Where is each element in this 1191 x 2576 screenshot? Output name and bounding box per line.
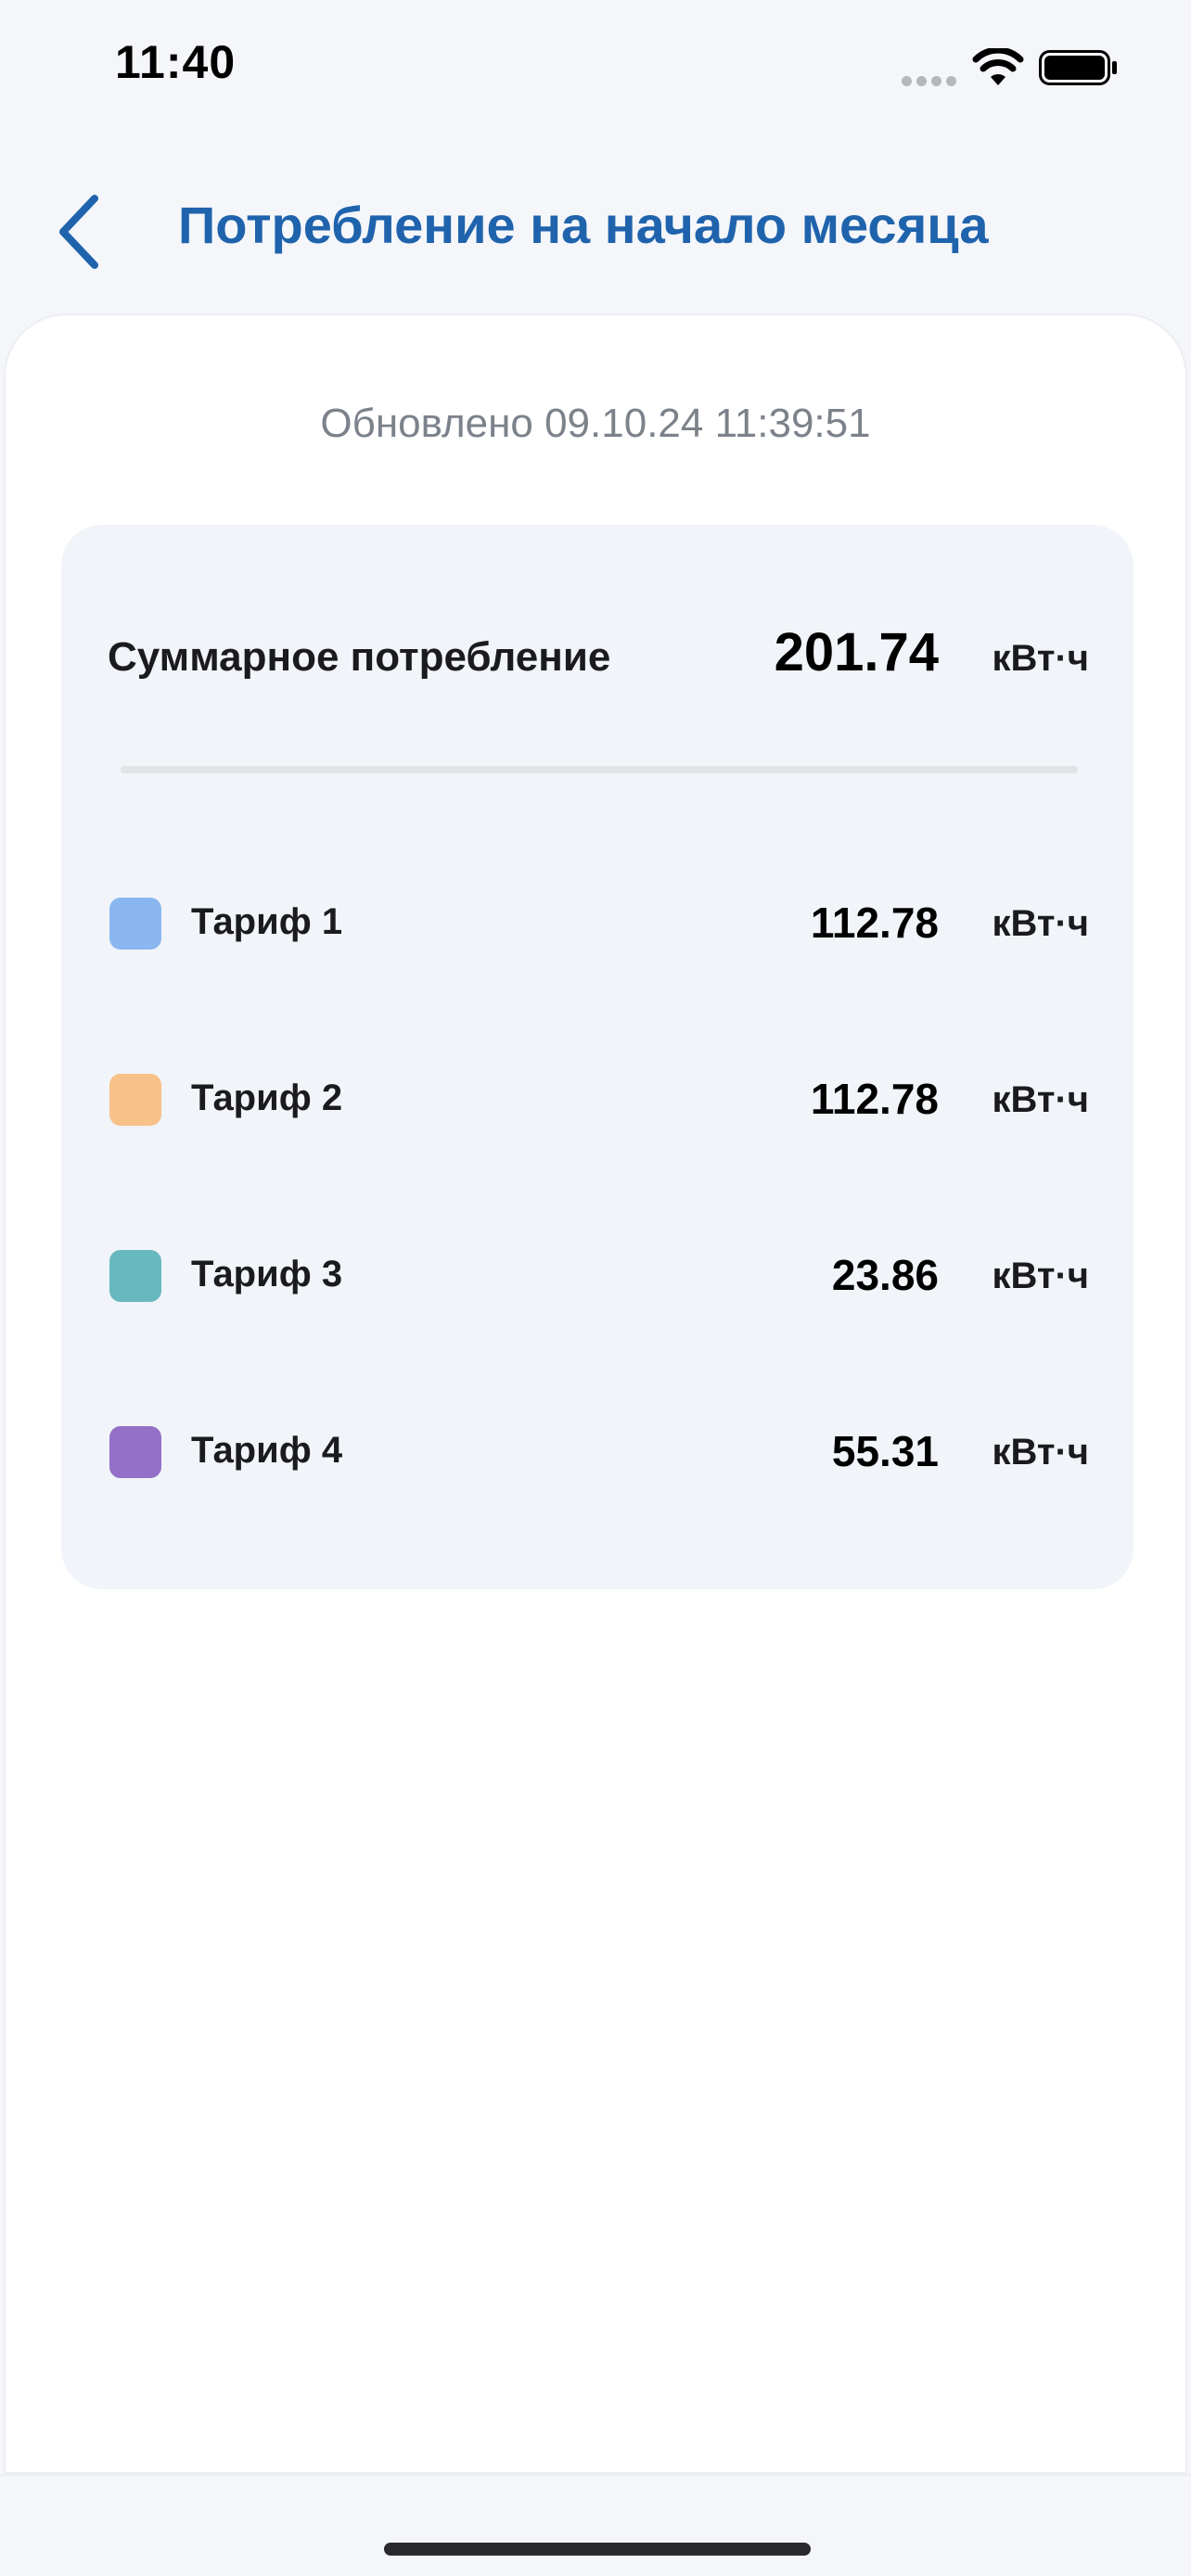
total-value: 201.74 bbox=[774, 622, 939, 682]
battery-icon bbox=[1039, 50, 1117, 85]
tariff-unit: кВт·ч bbox=[992, 1432, 1089, 1473]
tariff-color-swatch bbox=[109, 898, 161, 950]
bottom-bar bbox=[0, 2474, 1191, 2576]
tariff-value: 112.78 bbox=[810, 899, 939, 947]
tariff-color-swatch bbox=[109, 1074, 161, 1126]
updated-timestamp: Обновлено 09.10.24 11:39:51 bbox=[320, 401, 871, 446]
tariff-name: Тариф 2 bbox=[191, 1078, 343, 1118]
back-button[interactable] bbox=[41, 185, 115, 278]
status-bar: 11:40 bbox=[0, 0, 1191, 130]
signal-dots-icon bbox=[902, 76, 957, 87]
divider bbox=[121, 766, 1078, 773]
consumption-card: Суммарное потребление 201.74 кВт·ч Тариф… bbox=[61, 525, 1133, 1589]
tariff-value: 55.31 bbox=[831, 1427, 939, 1475]
status-time: 11:40 bbox=[115, 36, 237, 88]
tariff-value: 112.78 bbox=[810, 1075, 939, 1123]
tariff-color-swatch bbox=[109, 1426, 161, 1478]
total-unit: кВт·ч bbox=[992, 638, 1089, 679]
content-sheet: Обновлено 09.10.24 11:39:51 Суммарное по… bbox=[4, 313, 1187, 2474]
tariff-row-2: Тариф 2 112.78 кВт·ч bbox=[61, 1042, 1133, 1154]
total-row: Суммарное потребление 201.74 кВт·ч bbox=[61, 525, 1133, 803]
tariff-color-swatch bbox=[109, 1250, 161, 1302]
tariff-name: Тариф 4 bbox=[191, 1430, 343, 1471]
tariff-unit: кВт·ч bbox=[992, 1256, 1089, 1296]
home-indicator[interactable] bbox=[384, 2543, 811, 2556]
nav-header: Потребление на начало месяца bbox=[0, 158, 1191, 297]
total-label: Суммарное потребление bbox=[108, 634, 611, 680]
tariff-unit: кВт·ч bbox=[992, 1079, 1089, 1120]
tariff-row-4: Тариф 4 55.31 кВт·ч bbox=[61, 1395, 1133, 1506]
tariff-value: 23.86 bbox=[831, 1251, 939, 1299]
tariff-name: Тариф 1 bbox=[191, 901, 343, 942]
tariff-name: Тариф 3 bbox=[191, 1254, 343, 1294]
chevron-left-icon bbox=[59, 195, 98, 269]
tariff-unit: кВт·ч bbox=[992, 903, 1089, 944]
page-title: Потребление на начало месяца bbox=[178, 196, 989, 254]
wifi-icon bbox=[972, 48, 1024, 85]
tariff-row-3: Тариф 3 23.86 кВт·ч bbox=[61, 1218, 1133, 1330]
tariff-row-1: Тариф 1 112.78 кВт·ч bbox=[61, 866, 1133, 977]
